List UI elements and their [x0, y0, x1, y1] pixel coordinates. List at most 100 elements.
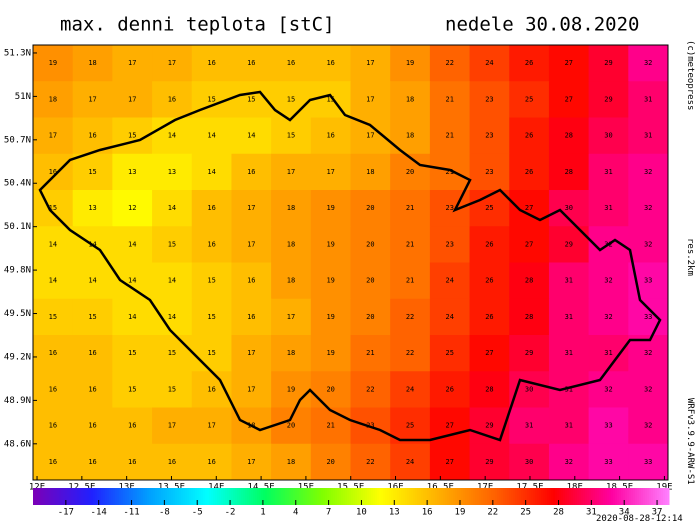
cell	[509, 407, 550, 445]
cell-value: 24	[446, 277, 454, 285]
cell-value: 22	[406, 349, 414, 357]
cell	[33, 335, 74, 372]
colorbar-swatch	[477, 488, 480, 505]
colorbar-swatch	[119, 488, 122, 505]
colorbar-swatch	[649, 488, 652, 505]
cell	[429, 262, 471, 300]
colorbar-swatch	[393, 488, 396, 505]
colorbar-swatch	[239, 488, 242, 505]
colorbar-swatch	[559, 488, 562, 505]
cell	[350, 371, 391, 408]
colorbar-swatch	[321, 488, 324, 505]
colorbar-swatch	[641, 488, 644, 505]
colorbar-swatch	[231, 488, 234, 505]
colorbar-swatch	[327, 488, 330, 505]
cell	[350, 298, 391, 336]
cell-value: 16	[287, 59, 295, 67]
cell-value: 17	[247, 204, 255, 212]
colorbar-swatch	[407, 488, 410, 505]
cell	[350, 45, 391, 82]
colorbar-swatch	[555, 488, 558, 505]
cell	[429, 335, 471, 372]
colorbar-swatch	[613, 488, 616, 505]
colorbar-swatch	[193, 488, 196, 505]
cell-value: 20	[366, 277, 374, 285]
colorbar-swatch	[605, 488, 608, 505]
cell-value: 17	[128, 59, 136, 67]
x-tick-label: 17E	[477, 483, 493, 493]
colorbar-swatch	[423, 488, 426, 505]
colorbar-swatch	[139, 488, 142, 505]
cell-value: 16	[207, 204, 215, 212]
cell	[469, 298, 510, 336]
cell-value: 30	[525, 385, 533, 393]
cell-value: 31	[565, 277, 573, 285]
colorbar-swatch	[647, 488, 650, 505]
colorbar-swatch	[421, 488, 424, 505]
cell	[509, 45, 550, 82]
cell-value: 15	[168, 349, 176, 357]
colorbar-swatch	[201, 488, 204, 505]
colorbar-swatch	[493, 488, 496, 505]
cell	[390, 45, 431, 82]
colorbar-swatch	[499, 488, 502, 505]
colorbar-label: -17	[58, 508, 74, 518]
colorbar-swatch	[215, 488, 218, 505]
colorbar-swatch	[415, 488, 418, 505]
cell	[112, 335, 153, 372]
colorbar-swatch	[621, 488, 624, 505]
colorbar-swatch	[55, 488, 58, 505]
colorbar-swatch	[291, 488, 294, 505]
colorbar-swatch	[75, 488, 78, 505]
cell-value: 14	[88, 277, 96, 285]
cell-value: 25	[446, 349, 454, 357]
cell	[429, 190, 471, 227]
cell-value: 27	[446, 458, 454, 466]
cell-value: 20	[366, 204, 374, 212]
colorbar-swatch	[567, 488, 570, 505]
colorbar-swatch	[405, 488, 408, 505]
colorbar-swatch	[381, 488, 384, 505]
colorbar-swatch	[337, 488, 340, 505]
colorbar-swatch	[497, 488, 500, 505]
cell-value: 17	[287, 168, 295, 176]
cell-value: 16	[247, 168, 255, 176]
colorbar-swatch	[301, 488, 304, 505]
cell	[588, 298, 629, 336]
colorbar-swatch	[53, 488, 56, 505]
cell	[152, 335, 193, 372]
cell	[628, 371, 669, 408]
subtitle: nedele 30.08.2020	[445, 14, 639, 36]
cell-value: 27	[446, 422, 454, 430]
colorbar-swatch	[615, 488, 618, 505]
colorbar-swatch	[141, 488, 144, 505]
cell-value: 31	[565, 313, 573, 321]
colorbar-swatch	[323, 488, 326, 505]
cell	[231, 190, 272, 227]
model: WRFv3.9.9-ARW-S1	[685, 398, 695, 485]
colorbar-swatch	[35, 488, 38, 505]
colorbar-swatch	[627, 488, 630, 505]
colorbar-swatch	[223, 488, 226, 505]
cell	[271, 262, 312, 300]
colorbar-swatch	[447, 488, 450, 505]
cell-value: 15	[49, 313, 57, 321]
colorbar-swatch	[155, 488, 158, 505]
cell-value: 17	[168, 422, 176, 430]
colorbar-swatch	[587, 488, 590, 505]
colorbar-swatch	[401, 488, 404, 505]
cell-value: 15	[49, 204, 57, 212]
colorbar-swatch	[589, 488, 592, 505]
colorbar-label: -11	[123, 508, 139, 518]
cell-value: 19	[326, 349, 334, 357]
cell-value: 27	[525, 240, 533, 248]
colorbar-swatch	[95, 488, 98, 505]
cell	[271, 45, 312, 82]
cell-value: 20	[287, 422, 295, 430]
colorbar-swatch	[359, 488, 362, 505]
colorbar-swatch	[391, 488, 394, 505]
cell	[628, 190, 669, 227]
cell-value: 18	[287, 240, 295, 248]
colorbar-swatch	[105, 488, 108, 505]
cell-value: 13	[168, 168, 176, 176]
